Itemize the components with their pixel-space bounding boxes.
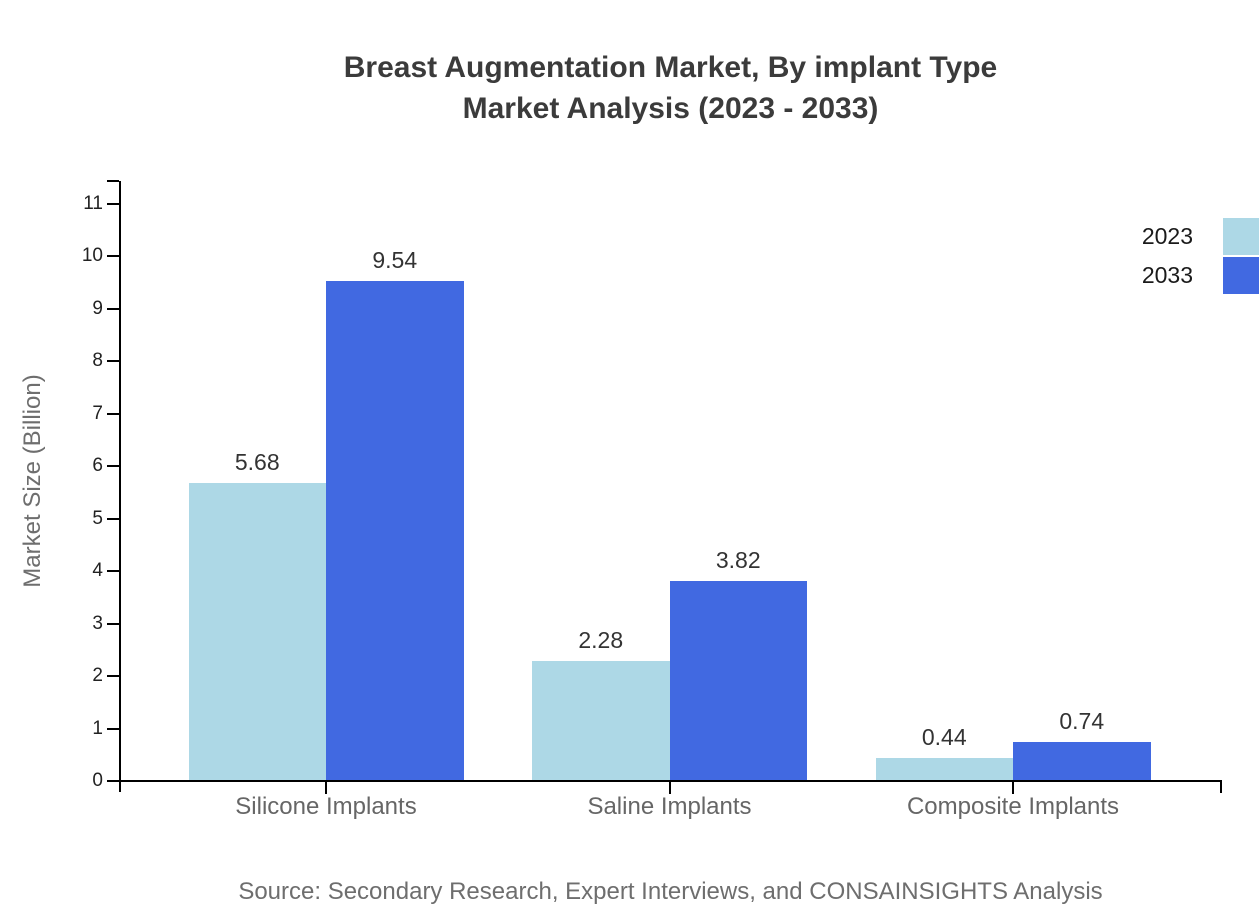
y-tick	[107, 360, 119, 363]
legend-swatch-2023	[1223, 218, 1259, 255]
x-tick	[668, 782, 671, 794]
y-tick	[107, 675, 119, 678]
bar-value-label: 3.82	[715, 546, 761, 573]
bar-value-label: 9.54	[372, 246, 418, 273]
y-tick-label: 3	[92, 612, 103, 634]
y-tick	[107, 255, 119, 258]
y-tick	[107, 203, 119, 205]
bar-2033-silicone-implants	[326, 280, 464, 781]
y-tick-label: 5	[92, 507, 103, 529]
x-category-label-composite-implants: Composite Implants	[906, 793, 1120, 820]
x-axis	[119, 780, 1222, 782]
x-axis-endcap-tick	[1220, 781, 1222, 793]
bar-value-label: 0.74	[1059, 708, 1105, 735]
x-tick	[1012, 782, 1014, 794]
bar-value-label: 5.68	[234, 449, 280, 476]
legend-label: 2033	[1141, 262, 1193, 288]
y-tick	[107, 412, 119, 415]
legend-label: 2023	[1141, 223, 1193, 249]
y-tick	[107, 622, 119, 625]
y-tick-label: 4	[92, 560, 103, 582]
bar-value-label: 2.28	[578, 627, 624, 654]
y-axis-endcap-tick	[107, 180, 119, 182]
y-tick-label: 9	[92, 297, 103, 319]
y-tick	[107, 727, 119, 730]
y-tick-label: 7	[92, 402, 103, 424]
bar-2033-composite-implants	[1013, 742, 1151, 781]
y-tick	[107, 570, 119, 573]
y-tick-label: 11	[83, 193, 103, 214]
chart-title-line1: Breast Augmentation Market, By implant T…	[343, 51, 998, 84]
bar-value-label: 0.44	[921, 723, 967, 750]
x-category-label-silicone-implants: Silicone Implants	[235, 793, 417, 820]
bar-2023-saline-implants	[532, 661, 670, 781]
legend-swatch-2033	[1223, 257, 1259, 294]
chart-title: Breast Augmentation Market, By implant T…	[120, 47, 1221, 129]
y-tick-label: 2	[92, 665, 103, 687]
bar-2023-silicone-implants	[188, 483, 326, 781]
y-tick-label: 10	[81, 245, 103, 267]
x-category-label-saline-implants: Saline Implants	[587, 793, 752, 820]
y-tick-label: 1	[92, 717, 103, 739]
bar-2033-saline-implants	[669, 580, 807, 781]
source-note: Source: Secondary Research, Expert Inter…	[238, 878, 1103, 905]
y-tick-label: 0	[92, 770, 103, 791]
legend: 2023 2033	[1040, 218, 1259, 296]
chart-title-line2: Market Analysis (2023 - 2033)	[462, 92, 879, 125]
y-tick-label: 6	[92, 455, 103, 477]
bar-2023-composite-implants	[875, 757, 1013, 781]
y-tick-label: 8	[92, 350, 103, 372]
legend-item-2033: 2033	[1040, 257, 1259, 294]
y-tick	[107, 780, 119, 782]
legend-item-2023: 2023	[1040, 218, 1259, 255]
y-axis	[119, 181, 121, 792]
y-tick	[107, 465, 119, 468]
y-tick	[107, 307, 119, 310]
x-tick	[325, 782, 327, 794]
y-tick	[107, 517, 119, 520]
